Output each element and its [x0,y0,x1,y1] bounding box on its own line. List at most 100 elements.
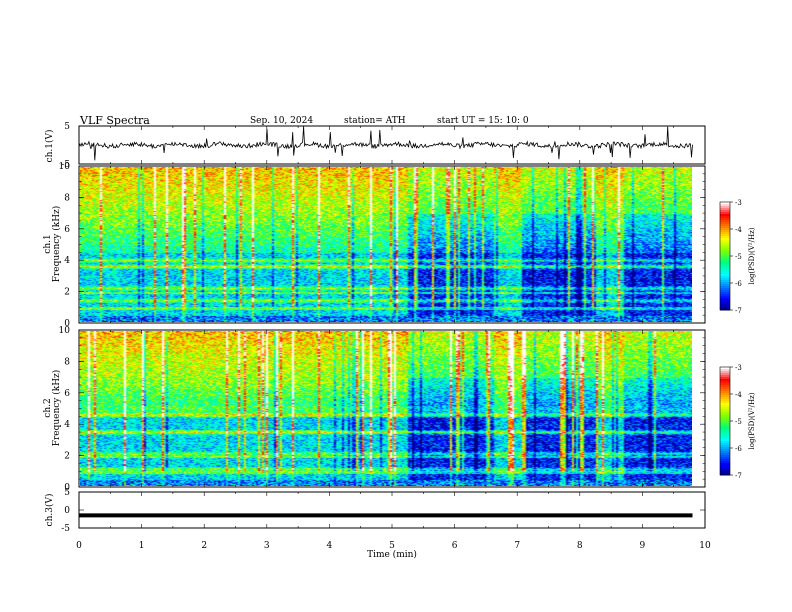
colorbar-cell [720,431,730,434]
figure-title: VLF Spectra [79,114,150,127]
x-tick-label: 3 [264,541,270,551]
colorbar-tick-label: -5 [735,253,742,261]
colorbar-tick-label: -6 [735,445,742,453]
colorbar-cell [720,248,730,251]
station-label: station= ATH [344,116,406,126]
start-ut-label: start UT = 15: 10: 0 [437,116,529,126]
colorbar-cell [720,463,730,466]
colorbar-tick-label: -5 [735,418,742,426]
colorbar-cell [720,381,730,384]
colorbar-cell [720,306,730,309]
colorbar-cell [720,234,730,237]
colorbar-cell [720,423,730,426]
colorbar-cell [720,278,730,281]
colorbar-cell [720,413,730,416]
colorbar-cell [720,210,730,213]
x-tick-label: 8 [577,541,583,551]
colorbar-cell [720,427,730,430]
colorbar-cell [720,429,730,432]
colorbar-cell [720,409,730,412]
colorbar-cell [720,373,730,376]
ch1-waveform-trace [78,126,693,161]
y-tick-label: 0 [64,483,70,493]
y-tick-label: 2 [64,452,70,462]
colorbar-cell [720,222,730,225]
ch2-colorbar: -3 -4 -5 -6 -7 log(PSD)(V²/Hz) [719,364,756,480]
colorbar-cell [720,407,730,410]
colorbar-cell [720,260,730,263]
colorbar-cell [720,308,730,311]
x-tick-label: 10 [699,541,711,551]
colorbar-cell [720,401,730,404]
colorbar-cell [720,286,730,289]
x-tick-label: 6 [452,541,458,551]
colorbar-cell [720,369,730,372]
x-tick-label: 4 [327,541,333,551]
colorbar-cell [720,393,730,396]
colorbar-cell [720,290,730,293]
y-tick-label: 2 [64,288,70,298]
y-tick-label: 0 [64,506,70,516]
colorbar-cell [720,467,730,470]
x-tick-label: 7 [514,541,520,551]
colorbar-cell [720,270,730,273]
colorbar-cell [720,459,730,462]
colorbar-cell [720,216,730,219]
colorbar-cell [720,266,730,269]
colorbar-cell [720,224,730,227]
ch1-colorbar: -3 -4 -5 -6 -7 log(PSD)(V²/Hz) [719,199,756,315]
colorbar-cell [720,403,730,406]
colorbar-cell [720,375,730,378]
colorbar-cell [720,268,730,271]
colorbar-cell [720,421,730,424]
ch1-waveform-ylabel: ch.1(V) [44,130,55,163]
colorbar-cell [720,367,730,370]
colorbar-cell [720,383,730,386]
colorbar-cell [720,387,730,390]
colorbar-cell [720,455,730,458]
y-tick-label: -5 [61,524,70,534]
y-tick-label: 5 [64,122,70,132]
colorbar-cell [720,302,730,305]
ch2-panel-label: ch.2 [43,398,53,417]
colorbar-cell [720,453,730,456]
y-tick-label: 8 [64,193,70,203]
x-tick-label: 9 [640,541,646,551]
colorbar-cell [720,204,730,207]
colorbar-cell [720,471,730,474]
colorbar-cell [720,238,730,241]
colorbar-cell [720,292,730,295]
y-tick-label: -5 [61,160,70,170]
ch1-panel-label: ch.1 [43,234,53,253]
colorbar-cell [720,449,730,452]
colorbar-cell [720,304,730,307]
colorbar-cell [720,443,730,446]
y-tick-label: 10 [59,162,71,172]
colorbar-cell [720,397,730,400]
ch3-waveform-frame [78,491,706,529]
colorbar-cell [720,288,730,291]
colorbar-label: log(PSD)(V²/Hz) [748,227,756,284]
colorbar-cell [720,371,730,374]
colorbar-cell [720,236,730,239]
y-tick-label: 6 [64,389,70,399]
colorbar-cell [720,298,730,301]
ch2-spectrogram-image [80,331,692,486]
colorbar-cell [720,395,730,398]
y-tick-label: 5 [64,488,70,498]
y-tick-label: 4 [64,420,70,430]
colorbar-cell [720,445,730,448]
colorbar-cell [720,244,730,247]
colorbar-tick-label: -6 [735,280,742,288]
x-tick-label: 5 [389,541,395,551]
x-tick-label: 1 [139,541,145,551]
colorbar-cell [720,274,730,277]
colorbar-cell [720,411,730,414]
colorbar-cell [720,232,730,235]
colorbar-cell [720,451,730,454]
colorbar-tick-label: -3 [735,199,742,207]
colorbar-cell [720,226,730,229]
colorbar-cell [720,433,730,436]
